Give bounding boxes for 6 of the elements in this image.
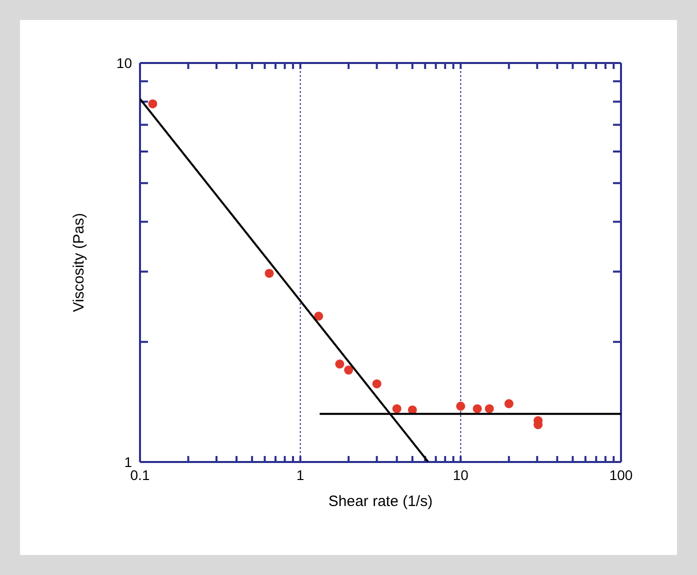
x-tick-label: 1: [296, 466, 304, 483]
x-axis-title: Shear rate (1/s): [328, 493, 433, 510]
x-tick-label: 100: [609, 466, 633, 483]
x-tick-label: 0.1: [130, 466, 150, 483]
x-tick-label: 10: [452, 466, 469, 483]
y-axis-title: Viscosity (Pas): [70, 213, 88, 312]
